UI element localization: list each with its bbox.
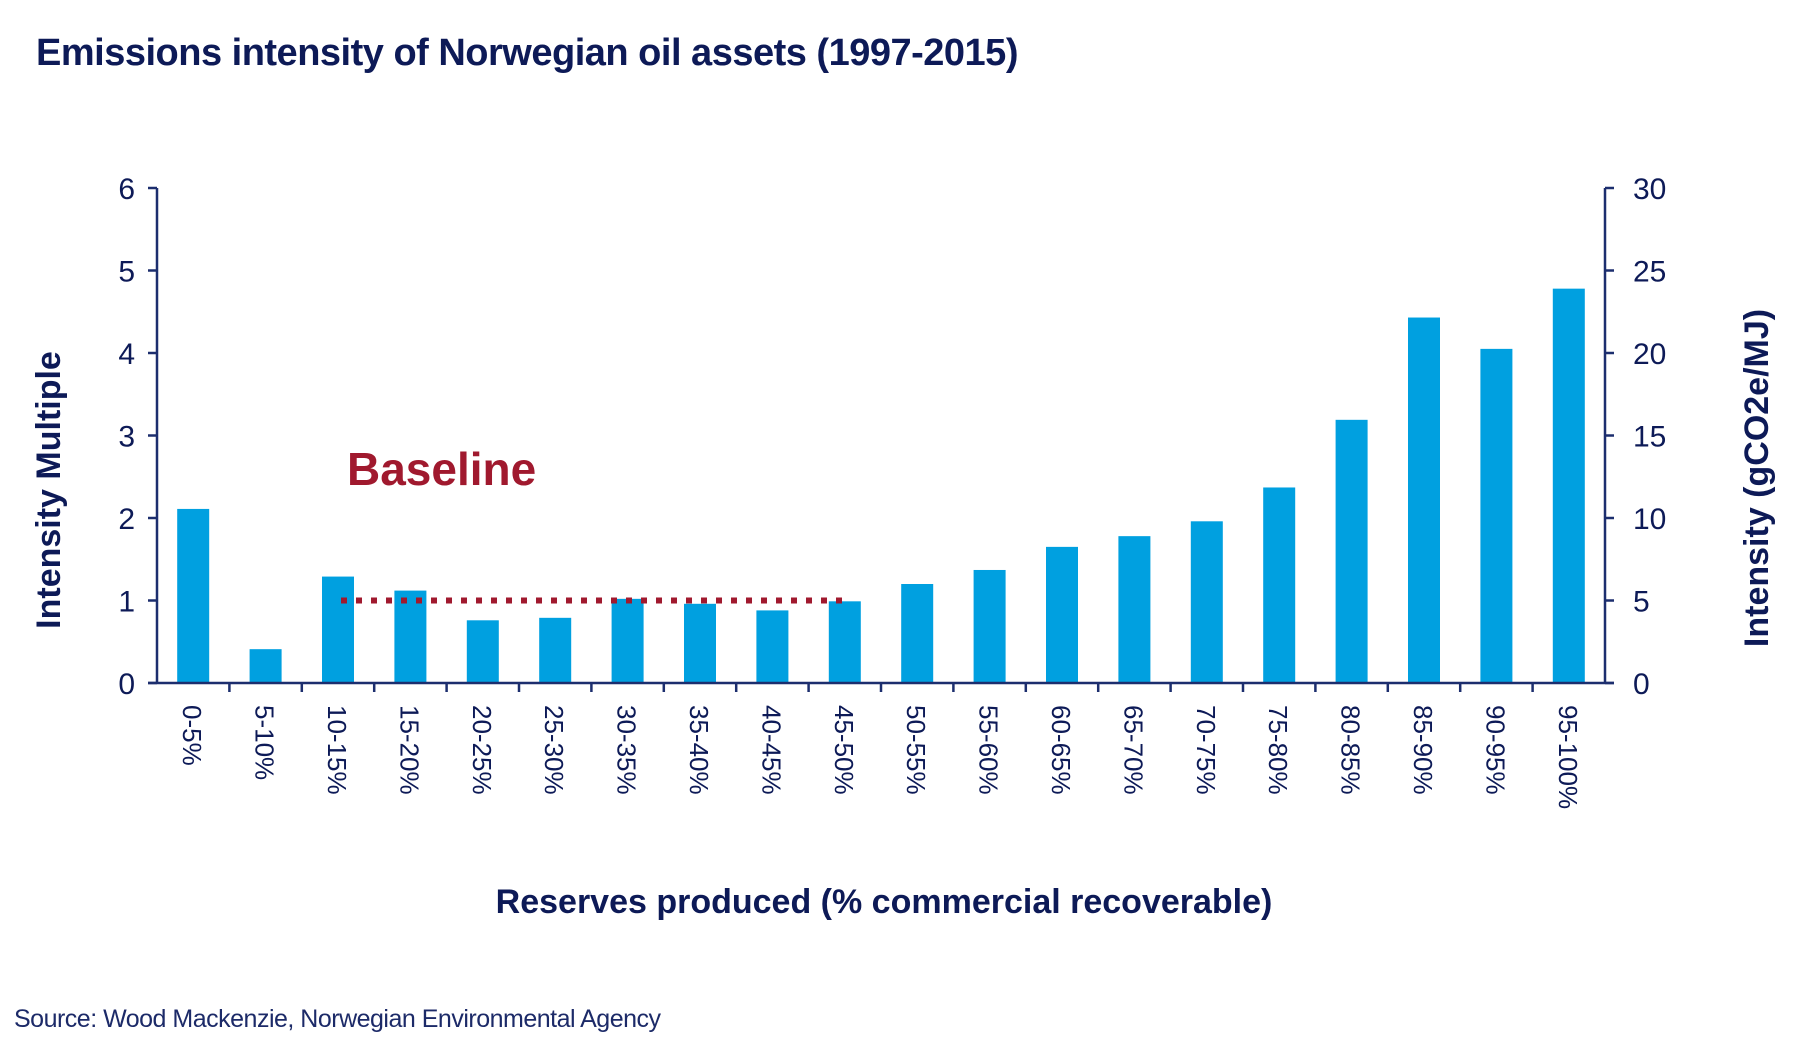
x-category-label: 60-65% — [1046, 705, 1076, 795]
right-y-ticks: 0 5 10 15 20 25 30 — [1605, 173, 1666, 701]
bar-50-55% — [901, 584, 934, 683]
bar-0-5% — [177, 508, 210, 683]
y2-tick-label: 10 — [1633, 503, 1666, 536]
y2-tick-label: 25 — [1633, 256, 1666, 289]
y2-tick-label: 0 — [1633, 668, 1650, 701]
y2-tick-label: 30 — [1633, 173, 1666, 206]
x-category-label: 80-85% — [1336, 705, 1366, 795]
bar-65-70% — [1118, 536, 1151, 683]
bars-group — [177, 288, 1585, 683]
x-category-label: 70-75% — [1191, 705, 1221, 795]
bar-10-15% — [322, 576, 354, 683]
left-y-ticks: 0 1 2 3 4 5 6 — [118, 173, 157, 701]
y-tick-label: 6 — [118, 173, 135, 206]
y-axis-title: Intensity Multiple — [30, 351, 68, 629]
x-category-label: 20-25% — [467, 705, 497, 795]
y2-tick-label: 15 — [1633, 421, 1666, 454]
y-tick-label: 3 — [118, 421, 135, 454]
x-category-label: 40-45% — [756, 705, 786, 795]
bar-45-50% — [828, 601, 861, 683]
x-category-label: 30-35% — [612, 705, 642, 795]
bar-80-85% — [1335, 419, 1368, 683]
x-category-label: 10-15% — [322, 705, 352, 795]
bar-55-60% — [973, 569, 1006, 683]
source-note: Source: Wood Mackenzie, Norwegian Enviro… — [14, 1005, 661, 1033]
x-category-label: 75-80% — [1263, 705, 1293, 795]
y2-tick-label: 5 — [1633, 586, 1650, 619]
y-tick-label: 5 — [118, 256, 135, 289]
y-tick-label: 1 — [118, 586, 135, 619]
baseline-group: Baseline — [341, 443, 843, 604]
bar-35-40% — [684, 603, 716, 683]
bar-70-75% — [1190, 521, 1223, 683]
x-category-label: 15-20% — [394, 705, 424, 795]
bar-5-10% — [249, 649, 282, 683]
bar-40-45% — [756, 610, 789, 683]
bar-25-30% — [539, 617, 572, 683]
bar-60-65% — [1046, 546, 1078, 683]
bar-15-20% — [394, 590, 427, 683]
x-category-label: 65-70% — [1118, 705, 1148, 795]
bar-20-25% — [466, 620, 499, 683]
bar-30-35% — [611, 598, 644, 683]
axes-group — [148, 188, 1614, 685]
x-ticks: 0-5% 5-10% 10-15% 15-20% 20-25% 25-30% 30-35% 3… — [177, 683, 1583, 809]
x-category-label: 35-40% — [684, 705, 714, 795]
x-category-label: 5-10% — [250, 705, 280, 780]
x-axis-title: Reserves produced (% commercial recovera… — [496, 883, 1273, 921]
chart-title: Emissions intensity of Norwegian oil ass… — [36, 32, 1018, 74]
x-category-label: 95-100% — [1553, 705, 1583, 809]
bar-90-95% — [1480, 348, 1513, 683]
y-tick-label: 0 — [118, 668, 135, 701]
y2-axis-title: Intensity (gCO2e/MJ) — [1738, 309, 1776, 647]
x-category-label: 50-55% — [901, 705, 931, 795]
x-category-label: 45-50% — [829, 705, 859, 795]
x-category-label: 25-30% — [539, 705, 569, 795]
baseline-label: Baseline — [347, 443, 536, 495]
bar-75-80% — [1263, 487, 1296, 683]
y2-tick-label: 20 — [1633, 338, 1666, 371]
x-category-label: 0-5% — [177, 705, 207, 766]
chart-plot: Baseline 0 1 2 3 4 5 6 0 5 10 15 20 25 30 0-5% 5-10% 1… — [30, 173, 1776, 921]
x-category-label: 85-90% — [1408, 705, 1438, 795]
bar-95-100% — [1552, 288, 1585, 683]
x-category-label: 55-60% — [974, 705, 1004, 795]
bar-85-90% — [1408, 317, 1440, 683]
y-tick-label: 2 — [118, 503, 135, 536]
x-category-label: 90-95% — [1480, 705, 1510, 795]
y-tick-label: 4 — [118, 338, 135, 371]
